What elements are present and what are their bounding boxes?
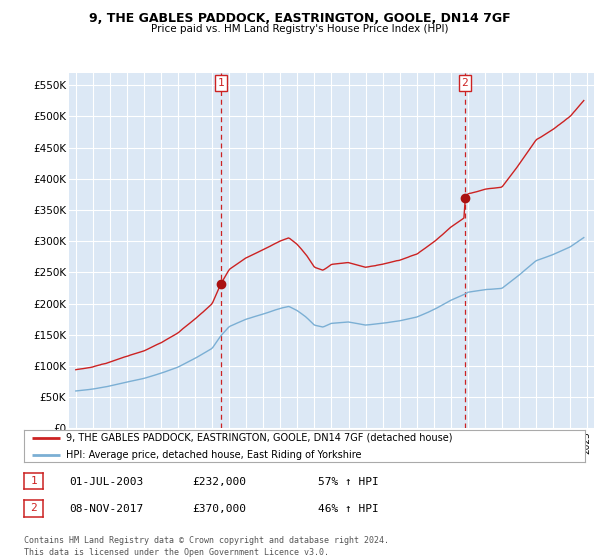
Text: £370,000: £370,000 — [192, 504, 246, 514]
Text: 46% ↑ HPI: 46% ↑ HPI — [318, 504, 379, 514]
Text: 08-NOV-2017: 08-NOV-2017 — [69, 504, 143, 514]
Text: 01-JUL-2003: 01-JUL-2003 — [69, 477, 143, 487]
Text: 2: 2 — [461, 78, 469, 88]
Text: HPI: Average price, detached house, East Riding of Yorkshire: HPI: Average price, detached house, East… — [66, 450, 362, 460]
Text: Price paid vs. HM Land Registry's House Price Index (HPI): Price paid vs. HM Land Registry's House … — [151, 24, 449, 34]
Text: 2: 2 — [30, 503, 37, 514]
Text: Contains HM Land Registry data © Crown copyright and database right 2024.
This d: Contains HM Land Registry data © Crown c… — [24, 536, 389, 557]
Text: 1: 1 — [217, 78, 224, 88]
Text: 9, THE GABLES PADDOCK, EASTRINGTON, GOOLE, DN14 7GF (detached house): 9, THE GABLES PADDOCK, EASTRINGTON, GOOL… — [66, 433, 452, 442]
Text: 57% ↑ HPI: 57% ↑ HPI — [318, 477, 379, 487]
Text: 1: 1 — [30, 476, 37, 486]
Text: £232,000: £232,000 — [192, 477, 246, 487]
Text: 9, THE GABLES PADDOCK, EASTRINGTON, GOOLE, DN14 7GF: 9, THE GABLES PADDOCK, EASTRINGTON, GOOL… — [89, 12, 511, 25]
